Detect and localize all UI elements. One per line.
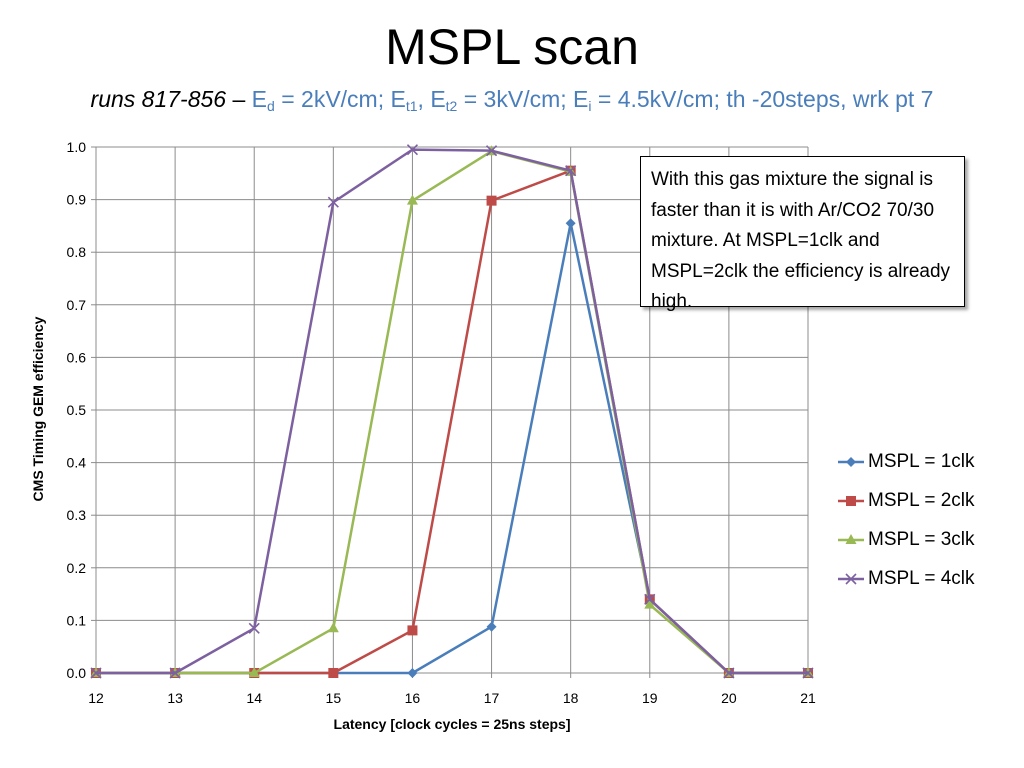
subtitle-et1-symbol: E	[390, 86, 406, 112]
data-point	[406, 144, 419, 156]
data-point	[565, 218, 576, 229]
data-point	[90, 667, 102, 679]
subtitle-ei-symbol: E	[573, 86, 589, 112]
subtitle-ed-value: = 2kV/cm;	[274, 86, 391, 112]
chart-tick-labels: 0.0 0.1 0.2 0.3 0.4 0.5 0.6 0.7 0.8 0.9 1.0 12 13 14 1…	[67, 139, 816, 706]
y-tick-label: 0.2	[67, 560, 87, 576]
annotation-note: With this gas mixture the signal is fast…	[640, 156, 965, 312]
data-point	[485, 145, 498, 157]
slide-subtitle: runs 817-856 – Ed = 2kV/cm; Et1, Et2 = 3…	[0, 84, 1024, 114]
legend-label: MSPL = 2clk	[868, 490, 975, 511]
legend-marker	[845, 573, 857, 585]
series-line	[96, 148, 808, 675]
y-tick-label: 0.7	[67, 297, 87, 313]
data-point	[644, 598, 656, 609]
x-tick-label: 20	[721, 690, 737, 706]
subtitle-runs: runs 817-856	[90, 86, 227, 112]
legend-swatch	[838, 496, 864, 506]
legend-marker	[846, 457, 856, 467]
y-tick-label: 1.0	[67, 139, 87, 155]
data-point	[248, 622, 260, 634]
x-axis-label: Latency [clock cycles = 25ns steps]	[333, 716, 571, 732]
y-tick-label: 0.9	[67, 192, 87, 208]
series-line	[96, 149, 808, 675]
y-tick-label: 0.6	[67, 349, 87, 365]
chart-series	[90, 144, 814, 679]
legend-swatch	[838, 457, 864, 467]
data-point	[644, 593, 656, 605]
x-tick-label: 15	[326, 690, 342, 706]
y-tick-label: 0.5	[67, 402, 87, 418]
data-point	[486, 195, 497, 206]
legend-swatch	[838, 534, 864, 544]
y-tick-label: 0.1	[67, 612, 87, 628]
data-point	[406, 194, 418, 205]
subtitle-ei-subscript: i	[588, 98, 592, 114]
legend-label: MSPL = 4clk	[868, 568, 975, 589]
legend-item: MSPL = 1clk	[836, 449, 1006, 475]
legend-item: MSPL = 3clk	[836, 527, 1006, 553]
data-point	[327, 196, 339, 208]
subtitle-et2-symbol: E	[430, 86, 446, 112]
x-tick-label: 21	[800, 690, 816, 706]
y-tick-label: 0.8	[67, 244, 87, 260]
y-tick-label: 0.4	[67, 455, 87, 471]
legend-item: MSPL = 2clk	[836, 488, 1006, 514]
subtitle-comma: ,	[417, 86, 431, 112]
legend-item: MSPL = 4clk	[836, 566, 1006, 592]
subtitle-ed-symbol: E	[251, 86, 268, 112]
data-point	[723, 667, 735, 679]
legend-label: MSPL = 1clk	[868, 451, 975, 472]
x-tick-label: 19	[642, 690, 658, 706]
y-tick-label: 0.3	[67, 507, 87, 523]
subtitle-et2-subscript: t2	[445, 98, 458, 114]
subtitle-parameters: Ed = 2kV/cm; Et1, Et2 = 3kV/cm; Ei = 4.5…	[251, 86, 934, 114]
subtitle-et-value: = 3kV/cm;	[457, 86, 574, 112]
data-point	[327, 622, 339, 633]
series-4	[90, 144, 814, 679]
data-point	[407, 625, 418, 636]
y-axis-label: CMS Timing GEM efficiency	[30, 316, 46, 502]
subtitle-ed-subscript: d	[267, 98, 275, 114]
legend-swatch	[838, 573, 864, 585]
legend-marker	[846, 496, 856, 506]
x-tick-label: 17	[484, 690, 500, 706]
subtitle-et1-subscript: t1	[405, 98, 418, 114]
x-tick-label: 13	[167, 690, 183, 706]
data-point	[486, 621, 497, 632]
data-point	[248, 667, 260, 677]
x-tick-label: 18	[563, 690, 579, 706]
data-point	[407, 668, 418, 678]
data-point	[169, 667, 181, 679]
subtitle-ei-value: = 4.5kV/cm; th -20steps, wrk pt 7	[591, 86, 934, 112]
legend-label: MSPL = 3clk	[868, 529, 975, 550]
slide-title: MSPL scan	[385, 19, 639, 75]
y-tick-label: 0.0	[67, 665, 87, 681]
x-tick-label: 16	[405, 690, 421, 706]
x-tick-label: 12	[88, 690, 104, 706]
data-point	[328, 668, 339, 678]
data-point	[802, 667, 814, 679]
data-point	[565, 165, 577, 177]
x-tick-label: 14	[246, 690, 262, 706]
legend-marker	[845, 534, 857, 544]
subtitle-dash: –	[226, 86, 252, 112]
